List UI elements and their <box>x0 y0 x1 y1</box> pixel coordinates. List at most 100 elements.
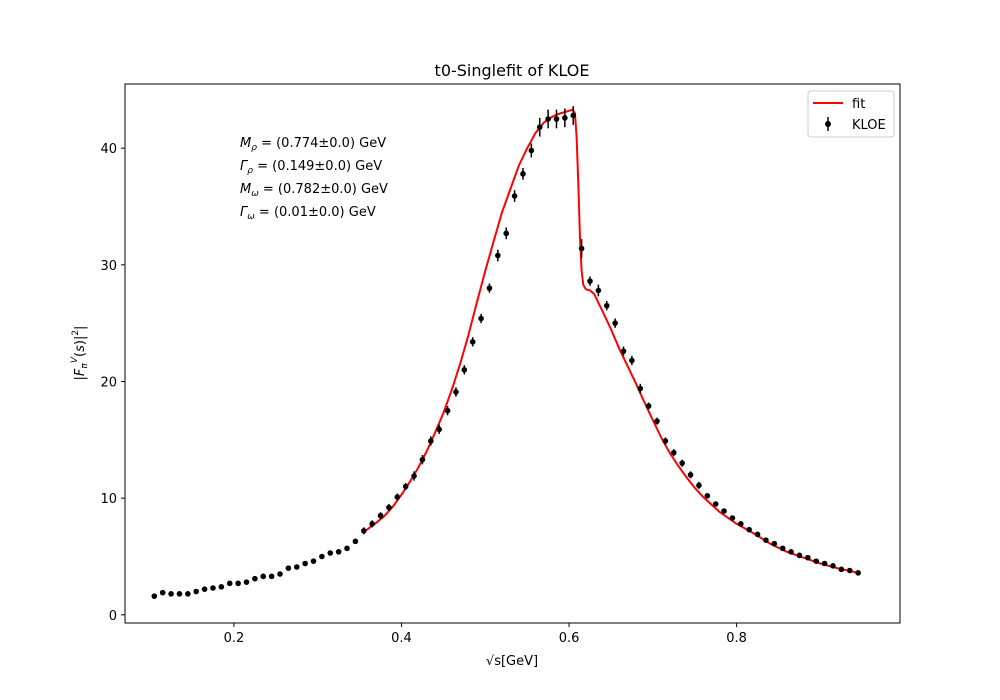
point-marker <box>612 320 618 326</box>
data-point <box>293 564 300 570</box>
point-marker <box>335 549 342 555</box>
data-point <box>805 554 811 561</box>
point-marker <box>444 407 451 414</box>
legend: fit KLOE <box>807 90 895 138</box>
point-marker <box>285 565 292 571</box>
data-point <box>687 471 694 479</box>
data-point <box>771 540 778 547</box>
point-marker <box>846 567 853 574</box>
data-point <box>645 402 652 410</box>
point-marker <box>662 438 669 444</box>
point-marker <box>721 508 727 514</box>
data-point <box>185 591 191 597</box>
point-marker <box>210 585 216 591</box>
point-marker <box>796 552 803 559</box>
point-marker <box>578 245 585 252</box>
point-marker <box>486 285 493 291</box>
point-marker <box>779 545 786 552</box>
data-point <box>151 593 158 599</box>
data-point <box>444 406 451 416</box>
point-marker <box>536 124 543 130</box>
point-marker <box>428 438 434 444</box>
data-point <box>176 591 183 597</box>
data-point <box>352 538 359 545</box>
point-marker <box>763 537 769 543</box>
data-point <box>243 579 250 585</box>
data-point <box>696 481 702 489</box>
data-point <box>846 567 853 574</box>
point-marker <box>168 591 174 597</box>
point-marker <box>386 504 392 511</box>
fit-line <box>363 108 859 574</box>
data-point <box>159 589 166 596</box>
point-marker <box>176 591 183 597</box>
data-point <box>595 284 602 297</box>
data-point <box>193 588 200 595</box>
x-axis-ticks: 0.2 0.4 0.6 0.8 <box>224 623 747 646</box>
point-marker <box>645 403 652 409</box>
data-point <box>428 436 434 446</box>
point-marker <box>813 558 820 564</box>
point-marker <box>402 483 409 490</box>
point-marker <box>620 348 627 354</box>
data-point <box>394 493 401 501</box>
point-marker <box>679 460 685 466</box>
data-point <box>712 501 719 507</box>
data-point <box>168 591 174 597</box>
data-point <box>386 504 392 511</box>
data-point <box>729 515 736 521</box>
data-point <box>210 585 216 591</box>
data-point <box>369 520 375 528</box>
data-point <box>670 449 677 457</box>
point-marker <box>503 230 510 237</box>
data-point <box>268 573 275 580</box>
point-marker <box>570 112 577 119</box>
point-marker <box>235 580 241 587</box>
point-marker <box>553 116 560 122</box>
data-point <box>469 337 476 347</box>
y-axis-ticks: 0 10 20 30 40 <box>100 142 125 624</box>
data-point <box>377 512 384 520</box>
point-marker <box>277 571 283 577</box>
kloe-points <box>151 106 861 599</box>
fit-parameter-text: Γω = (0.01±0.0) GeV <box>240 205 376 222</box>
x-tick-label: 0.2 <box>224 631 245 646</box>
y-tick-label: 40 <box>100 142 117 157</box>
data-point <box>344 545 350 552</box>
data-point <box>620 346 627 356</box>
point-marker <box>712 501 719 507</box>
point-marker <box>436 426 442 433</box>
point-marker <box>788 549 794 555</box>
data-point <box>235 580 241 587</box>
chart-title: t0-Singlefit of KLOE <box>435 61 590 80</box>
fit-parameter-text: Mρ = (0.774±0.0) GeV <box>240 136 386 153</box>
data-point <box>536 117 543 137</box>
plot-area <box>151 106 861 599</box>
data-point <box>654 417 660 425</box>
point-marker <box>394 494 401 500</box>
data-point <box>603 301 610 311</box>
data-point <box>486 283 493 293</box>
data-point <box>721 508 727 514</box>
data-point <box>461 365 468 375</box>
point-marker <box>729 515 736 521</box>
data-point <box>562 108 568 128</box>
point-marker <box>478 315 484 322</box>
point-marker <box>469 339 476 345</box>
data-point <box>218 584 225 590</box>
point-marker <box>545 116 551 122</box>
data-point <box>796 552 803 559</box>
point-marker <box>218 584 225 590</box>
legend-fit-label: fit <box>852 97 865 112</box>
data-point <box>511 190 518 202</box>
fit-layer <box>363 108 859 574</box>
data-point <box>553 109 560 129</box>
y-tick-label: 20 <box>100 376 117 391</box>
fit-parameters: Mρ = (0.774±0.0) GeV Γρ = (0.149±0.0) GeV… <box>240 136 388 222</box>
data-point <box>754 531 761 538</box>
data-point <box>319 553 325 560</box>
data-point <box>436 424 442 434</box>
point-marker <box>310 558 317 564</box>
point-marker <box>771 540 778 547</box>
point-marker <box>637 385 644 392</box>
